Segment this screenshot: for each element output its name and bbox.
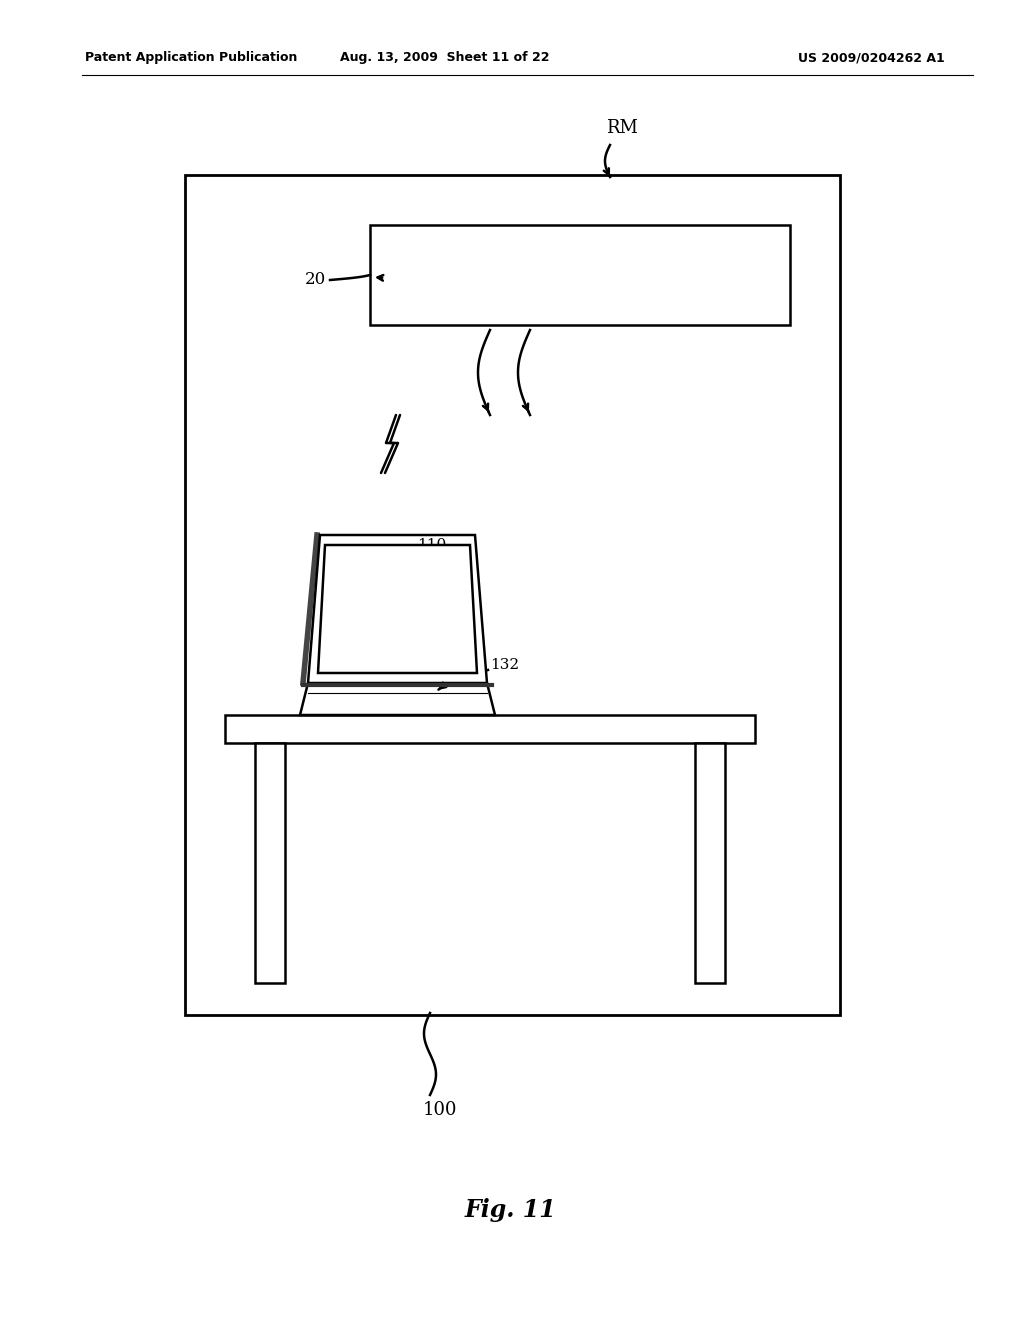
Bar bbox=[255, 743, 285, 983]
Polygon shape bbox=[318, 545, 477, 673]
Text: US 2009/0204262 A1: US 2009/0204262 A1 bbox=[799, 51, 945, 65]
Bar bbox=[695, 743, 725, 983]
Bar bbox=[370, 224, 790, 325]
Bar bbox=[185, 176, 840, 1015]
Text: Patent Application Publication: Patent Application Publication bbox=[85, 51, 297, 65]
Text: 110: 110 bbox=[418, 539, 446, 552]
Text: RM: RM bbox=[606, 119, 638, 137]
Bar bbox=[225, 715, 755, 743]
Text: Aug. 13, 2009  Sheet 11 of 22: Aug. 13, 2009 Sheet 11 of 22 bbox=[340, 51, 550, 65]
Text: 20: 20 bbox=[304, 272, 326, 289]
Polygon shape bbox=[308, 535, 487, 682]
Text: Fig. 11: Fig. 11 bbox=[464, 1199, 556, 1222]
Text: 100: 100 bbox=[423, 1101, 458, 1119]
Polygon shape bbox=[300, 682, 495, 715]
Text: 132: 132 bbox=[490, 657, 519, 672]
